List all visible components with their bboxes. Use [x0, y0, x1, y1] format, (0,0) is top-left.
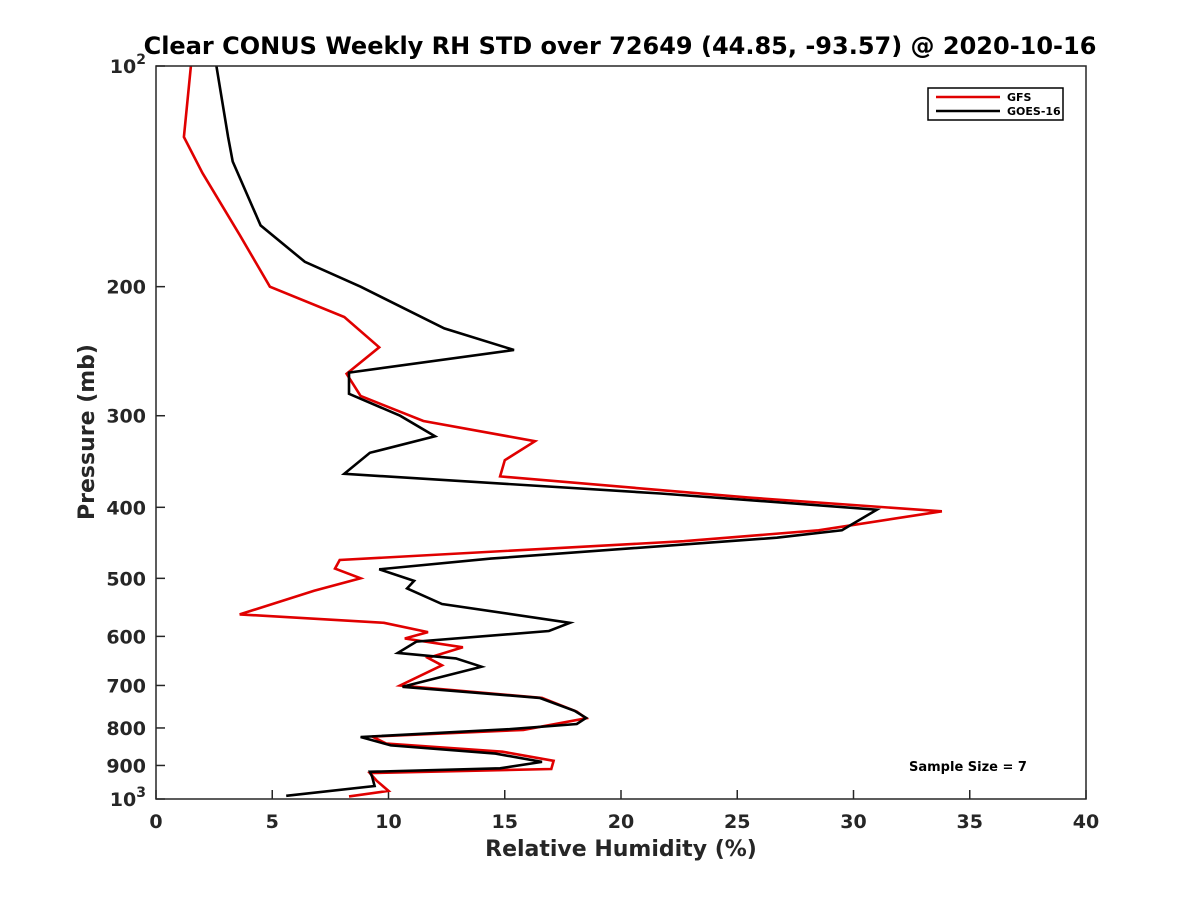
- y-tick-label: 900: [106, 755, 146, 777]
- x-tick-label: 5: [266, 811, 279, 833]
- y-tick-label: 200: [106, 277, 146, 299]
- y-tick-label: 300: [106, 406, 146, 428]
- y-tick-label: 102: [110, 52, 146, 78]
- x-axis-ticks: 0 5 10 15 20 25 30 35 40: [149, 790, 1099, 833]
- y-tick-label: 400: [106, 497, 146, 519]
- y-tick-label: 800: [106, 718, 146, 740]
- x-tick-label: 35: [957, 811, 983, 833]
- y-tick-label: 500: [106, 568, 146, 590]
- y-tick-label: 600: [106, 626, 146, 648]
- x-tick-label: 15: [492, 811, 518, 833]
- legend-label: GOES-16: [1007, 105, 1061, 118]
- y-axis-ticks: 102 200 300 400 500 600 700 800 900 103: [106, 52, 165, 811]
- y-tick-label: 700: [106, 675, 146, 697]
- y-tick-label: 103: [110, 785, 146, 811]
- x-tick-label: 20: [608, 811, 634, 833]
- x-tick-label: 10: [375, 811, 401, 833]
- series-line-gfs: [182, 65, 943, 798]
- x-tick-label: 40: [1073, 811, 1099, 833]
- x-tick-label: 25: [724, 811, 750, 833]
- plot-area: [155, 65, 1087, 800]
- y-axis-label: Pressure (mb): [75, 344, 100, 520]
- chart-title: Clear CONUS Weekly RH STD over 72649 (44…: [144, 32, 1097, 60]
- x-tick-label: 0: [149, 811, 162, 833]
- sample-size-annotation: Sample Size = 7: [909, 760, 1027, 775]
- x-tick-label: 30: [840, 811, 866, 833]
- x-axis-label: Relative Humidity (%): [485, 837, 757, 862]
- series-line-goes-16: [215, 65, 882, 798]
- series-layer: [182, 65, 943, 798]
- plot-frame: [155, 65, 1087, 800]
- legend-label: GFS: [1007, 91, 1032, 104]
- legend-box: [927, 87, 1064, 121]
